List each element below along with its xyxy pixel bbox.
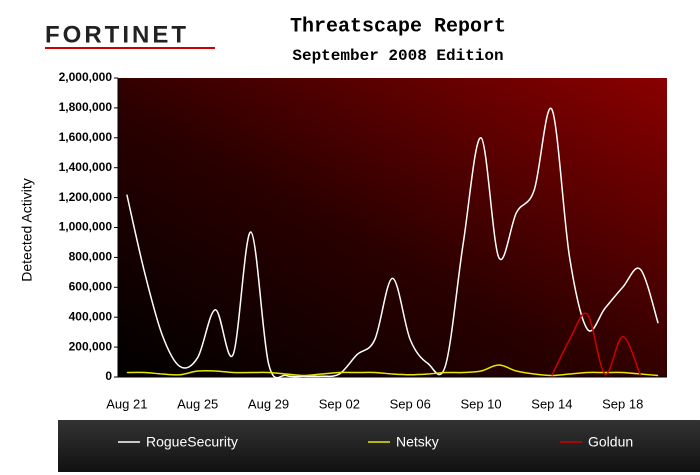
x-tick-label: Sep 10 — [460, 396, 501, 411]
y-axis-label: Detected Activity — [19, 178, 35, 282]
y-tick-label: 1,800,000 — [59, 100, 113, 114]
y-tick-label: 200,000 — [69, 339, 113, 353]
legend-label: Netsky — [396, 434, 439, 450]
y-tick-label: 1,200,000 — [59, 190, 113, 204]
x-tick-label: Aug 29 — [248, 396, 289, 411]
series-line — [126, 364, 659, 377]
y-tick-label: 1,400,000 — [59, 160, 113, 174]
x-tick-label: Sep 02 — [319, 396, 360, 411]
logo-underline — [45, 47, 215, 49]
x-tick-label: Sep 14 — [531, 396, 572, 411]
legend-label: Goldun — [588, 434, 633, 450]
y-tick-label: 800,000 — [69, 250, 113, 264]
logo: FORTINET — [45, 21, 189, 48]
x-tick-label: Sep 06 — [390, 396, 431, 411]
legend-label: RogueSecurity — [146, 434, 238, 450]
x-tick-label: Aug 25 — [177, 396, 218, 411]
y-tick-label: 600,000 — [69, 279, 113, 293]
y-tick-label: 400,000 — [69, 309, 113, 323]
x-tick-label: Sep 18 — [602, 396, 643, 411]
series-line — [551, 312, 642, 376]
y-tick-label: 1,600,000 — [59, 130, 113, 144]
y-tick-label: 1,000,000 — [59, 220, 113, 234]
series-line — [126, 107, 659, 379]
legend-box — [58, 420, 700, 472]
x-tick-label: Aug 21 — [106, 396, 147, 411]
plot-area — [118, 78, 667, 377]
y-tick-label: 2,000,000 — [59, 70, 113, 84]
y-tick-label: 0 — [105, 369, 112, 383]
chart-subtitle: September 2008 Edition — [292, 47, 503, 65]
chart-title: Threatscape Report — [290, 15, 506, 38]
